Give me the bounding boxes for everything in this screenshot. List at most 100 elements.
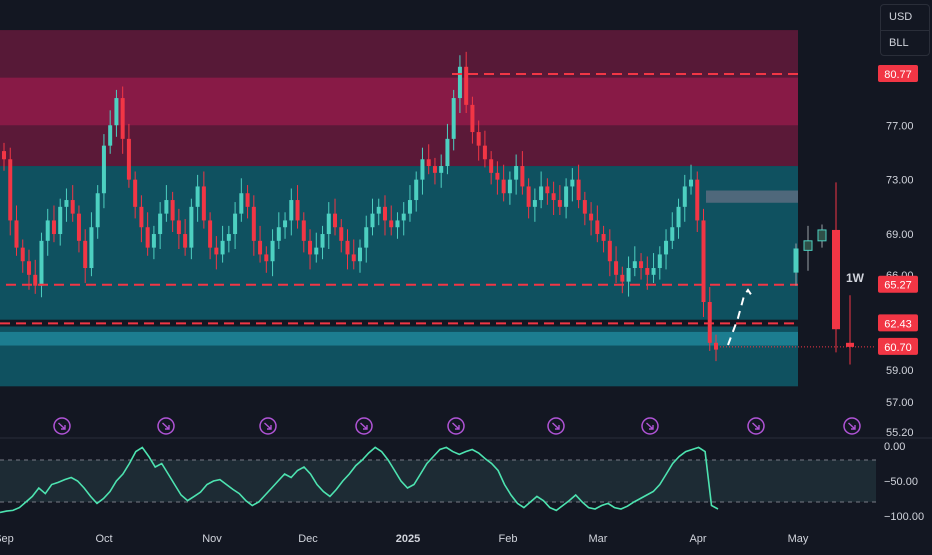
weekly-candle xyxy=(817,224,827,248)
candle xyxy=(126,123,131,188)
candle-body xyxy=(582,200,587,214)
event-marker-icon[interactable] xyxy=(259,417,277,435)
candle xyxy=(239,178,244,222)
candle xyxy=(370,198,375,236)
candle xyxy=(676,198,681,239)
price-tick-label: 73.00 xyxy=(886,175,914,187)
candle xyxy=(426,144,431,175)
weekly-candle xyxy=(846,295,854,365)
candle-body xyxy=(133,179,138,207)
candle xyxy=(382,195,387,236)
event-marker-icon[interactable] xyxy=(447,417,465,435)
candle xyxy=(145,212,150,256)
candle-body xyxy=(195,186,200,207)
candle xyxy=(489,151,494,185)
weekly-candle-body xyxy=(793,248,799,273)
candle-body xyxy=(289,200,294,221)
candle-body xyxy=(320,234,325,248)
weekly-panel xyxy=(793,182,854,365)
candle xyxy=(14,205,19,256)
currency-selector[interactable]: USD BLL xyxy=(880,4,930,56)
candle xyxy=(407,185,412,222)
candle-body xyxy=(476,132,481,146)
oscillator-tick-label: −100.00 xyxy=(884,511,924,523)
candle xyxy=(464,51,469,114)
candle xyxy=(670,212,675,249)
candle-body xyxy=(220,240,225,255)
candle-body xyxy=(158,213,163,235)
candle xyxy=(632,246,637,277)
price-tick-label: 77.00 xyxy=(886,120,914,132)
candle xyxy=(607,229,612,277)
price-label-text: 80.77 xyxy=(884,69,912,81)
time-tick-label: Nov xyxy=(202,533,222,545)
candle xyxy=(283,212,288,239)
candle-body xyxy=(245,193,250,207)
candle-body xyxy=(339,227,344,241)
candle xyxy=(95,185,100,239)
price-label-bg xyxy=(878,65,918,82)
candle-body xyxy=(526,186,531,207)
candle xyxy=(33,259,38,294)
currency-usd[interactable]: USD xyxy=(889,11,913,23)
candle-body xyxy=(495,172,500,180)
oscillator-band xyxy=(0,460,876,502)
price-label-text: 62.43 xyxy=(884,318,912,330)
candle xyxy=(20,239,25,273)
candle xyxy=(476,120,481,161)
candle-body xyxy=(607,240,612,262)
candle xyxy=(189,198,194,260)
candle xyxy=(170,191,175,232)
candle-body xyxy=(439,166,444,173)
event-marker-icon[interactable] xyxy=(53,417,71,435)
candle-body xyxy=(258,240,263,255)
event-marker-icon[interactable] xyxy=(843,417,861,435)
event-marker-icon[interactable] xyxy=(747,417,765,435)
event-marker-icon[interactable] xyxy=(157,417,175,435)
candle xyxy=(639,253,644,280)
candle-body xyxy=(426,159,431,167)
candle xyxy=(682,174,687,222)
oscillator-line xyxy=(0,446,719,514)
candle xyxy=(308,229,313,270)
event-marker-icon[interactable] xyxy=(547,417,565,435)
zone-layer xyxy=(0,30,798,387)
candle xyxy=(589,202,594,236)
candle xyxy=(201,171,206,229)
candle-body xyxy=(520,166,525,187)
candle xyxy=(8,147,13,236)
candle xyxy=(333,198,338,236)
candle-body xyxy=(376,206,381,214)
candle-body xyxy=(33,274,38,286)
candle-body xyxy=(451,98,456,139)
event-marker-icon[interactable] xyxy=(641,417,659,435)
candle xyxy=(457,55,462,114)
candle xyxy=(101,134,106,209)
candle xyxy=(345,229,350,270)
candle xyxy=(158,202,163,249)
candle-body xyxy=(545,186,550,194)
candle xyxy=(114,89,119,137)
candle xyxy=(270,229,275,277)
candle-body xyxy=(108,125,113,146)
candle xyxy=(89,212,94,277)
candle xyxy=(714,334,718,362)
candle-body xyxy=(389,220,394,228)
candle-body xyxy=(45,220,50,241)
event-markers xyxy=(53,417,861,435)
currency-bll[interactable]: BLL xyxy=(881,30,929,56)
candle-body xyxy=(76,213,81,241)
candle-body xyxy=(283,220,288,228)
event-marker-icon[interactable] xyxy=(355,417,373,435)
weekly-candle-body xyxy=(846,342,854,347)
candle xyxy=(264,246,269,273)
candle xyxy=(451,89,456,151)
event-marker-arrow xyxy=(552,422,560,430)
candle-body xyxy=(39,240,44,286)
candle-body xyxy=(326,213,331,235)
candle xyxy=(557,185,562,215)
candle-body xyxy=(539,186,544,201)
candle-body xyxy=(657,254,662,269)
candle-body xyxy=(208,220,213,248)
